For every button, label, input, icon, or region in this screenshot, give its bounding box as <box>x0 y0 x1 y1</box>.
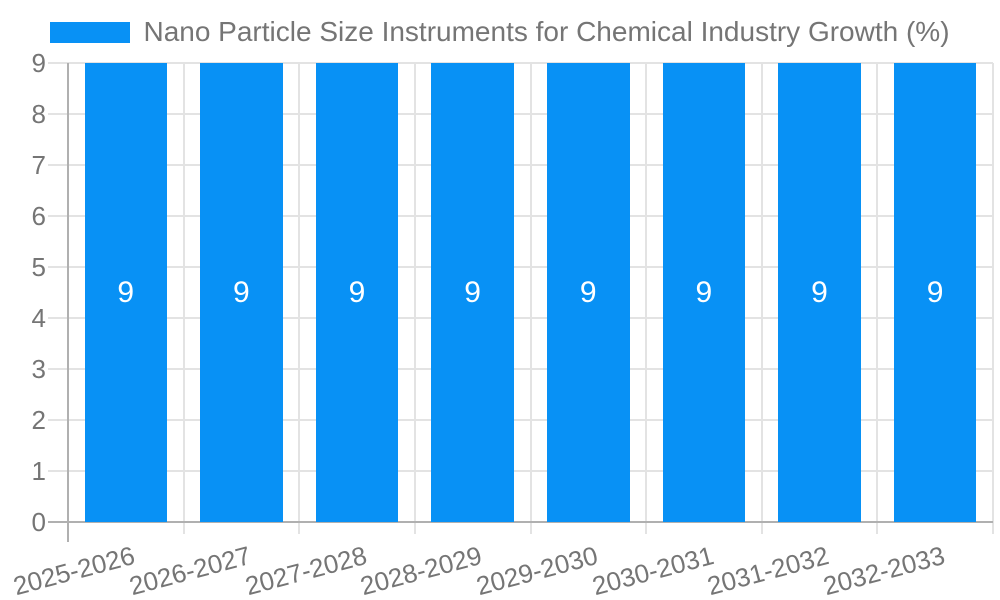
x-axis-baseline <box>48 521 993 523</box>
v-gridline <box>529 63 532 534</box>
x-tick-label: 2032-2033 <box>819 540 948 600</box>
bar-value-label: 9 <box>233 275 250 309</box>
v-gridline <box>182 63 185 534</box>
bar-value-label: 9 <box>926 275 944 309</box>
h-gridline <box>48 215 993 217</box>
y-tick-label: 9 <box>31 48 46 78</box>
bar <box>84 63 167 522</box>
x-tick-label: 2031-2032 <box>704 540 833 600</box>
v-gridline <box>645 63 648 534</box>
bar <box>431 63 514 522</box>
x-tick-label: 2029-2030 <box>472 540 601 600</box>
legend-label: Nano Particle Size Instruments for Chemi… <box>143 16 950 47</box>
bar <box>547 63 630 522</box>
legend-swatch <box>50 21 131 43</box>
bar-value-label: 9 <box>695 275 713 309</box>
y-tick-label: 0 <box>31 507 46 537</box>
x-tick-label: 2027-2028 <box>241 540 370 600</box>
y-tick-label: 3 <box>31 354 46 384</box>
bar-value-label: 9 <box>464 275 481 309</box>
bar-value-label: 9 <box>348 275 366 309</box>
y-tick-label: 2 <box>31 405 46 435</box>
h-gridline <box>48 113 993 115</box>
bar <box>778 63 861 522</box>
v-gridline <box>992 63 994 534</box>
h-gridline <box>48 266 993 268</box>
legend: Nano Particle Size Instruments for Chemi… <box>0 16 1000 47</box>
y-tick-label: 8 <box>31 99 46 129</box>
bar <box>662 63 746 522</box>
y-axis-line <box>67 63 69 542</box>
h-gridline <box>48 368 993 370</box>
v-gridline <box>298 63 301 534</box>
h-gridline <box>48 317 993 319</box>
y-tick-label: 1 <box>31 456 46 486</box>
x-tick-label: 2025-2026 <box>10 540 139 600</box>
h-gridline <box>48 62 993 64</box>
h-gridline <box>48 164 993 166</box>
bar-value-label: 9 <box>579 275 597 309</box>
bar <box>200 63 283 522</box>
x-tick-label: 2026-2027 <box>126 540 254 600</box>
v-gridline <box>760 63 763 534</box>
bar-value-label: 9 <box>117 275 135 309</box>
y-tick-label: 5 <box>31 252 46 282</box>
v-gridline <box>413 63 416 534</box>
v-gridline <box>876 63 879 534</box>
x-tick-label: 2030-2031 <box>588 540 717 600</box>
h-gridline <box>48 419 993 421</box>
y-tick-label: 7 <box>31 150 46 180</box>
bar-value-label: 9 <box>811 275 828 309</box>
bar <box>315 63 399 522</box>
x-tick-label: 2028-2029 <box>357 540 486 600</box>
y-tick-label: 6 <box>31 201 46 231</box>
h-gridline <box>48 470 993 472</box>
y-tick-label: 4 <box>31 303 46 333</box>
bar <box>893 63 977 522</box>
